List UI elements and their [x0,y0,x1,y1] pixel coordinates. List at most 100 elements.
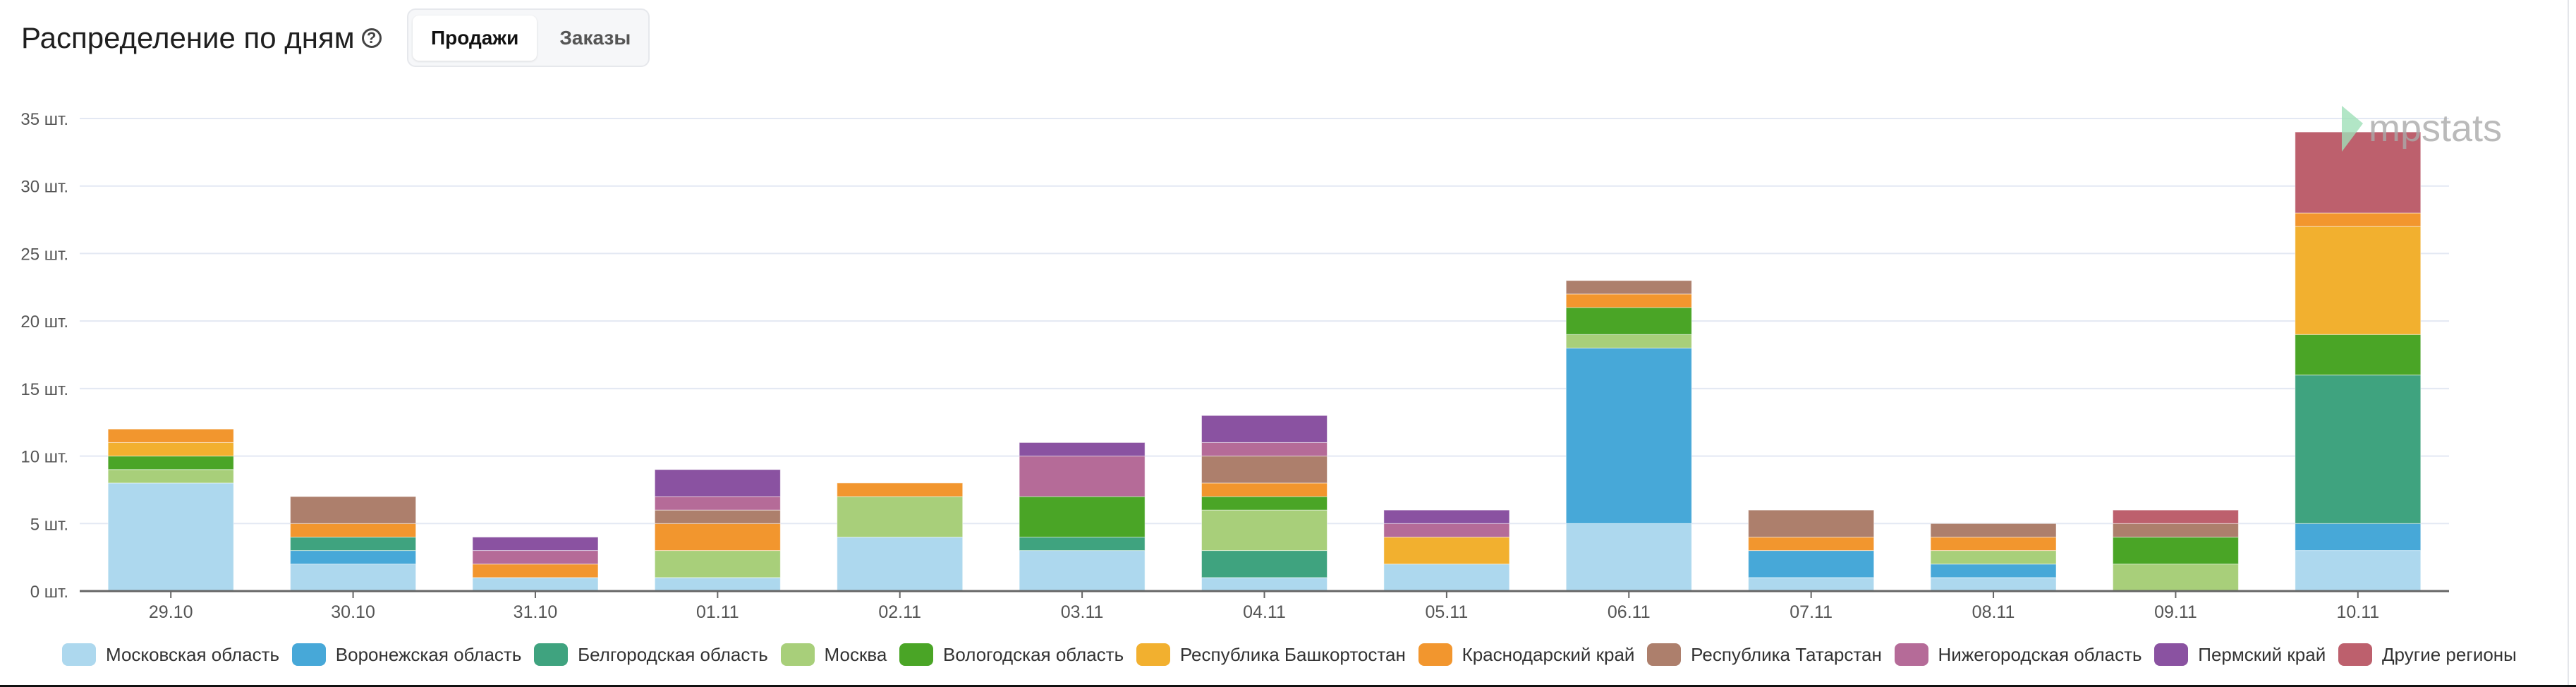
y-tick-label: 5 шт. [30,515,68,534]
bar-segment [1019,496,1146,537]
bar-segment [107,456,234,470]
bar-segment [654,509,781,524]
legend-item[interactable]: Белгородская область [534,643,768,666]
bar-segment [1201,456,1328,484]
legend-item[interactable]: Москва [780,643,887,666]
x-tick-label: 29.10 [149,602,193,622]
bar-segment [1930,536,2057,552]
bar-segment [1565,334,1692,348]
bar-segment [1565,347,1692,524]
bar-segment [1383,509,1510,524]
bar-segment [2112,523,2239,537]
legend-label: Нижегородская область [1938,643,2142,665]
bar-segment [2295,550,2422,592]
legend-label: Московская область [106,643,280,665]
y-tick-label: 25 шт. [20,245,68,264]
bar-segment [1930,550,2057,565]
legend-swatch [534,643,569,666]
bar-segment [2295,131,2422,214]
legend-item[interactable]: Нижегородская область [1894,643,2142,666]
bar-segment [472,550,599,565]
bar-segment [1201,415,1328,443]
bar-segment [837,482,964,497]
bar-segment [107,442,234,457]
divider [0,685,2576,687]
bar-segment [2295,375,2422,524]
bar-segment [472,536,599,552]
bar-segment [1201,550,1328,578]
legend-item[interactable]: Краснодарский край [1418,643,1635,666]
legend-label: Воронежская область [335,643,522,665]
bar-segment [290,564,417,592]
tab-sales[interactable]: Продажи [413,15,537,61]
legend: Московская область Воронежская область Бел… [62,643,2517,666]
bar-segment [1748,550,1875,578]
watermark-text: mpstats [2369,107,2502,150]
legend-item[interactable]: Республика Башкортостан [1136,643,1406,666]
x-tick-label: 03.11 [1061,602,1104,622]
question-circle-icon[interactable]: ? [361,28,382,48]
legend-label: Вологодская область [943,643,1124,665]
legend-swatch [1136,643,1170,666]
legend-label: Другие регионы [2381,643,2517,665]
page-title: Распределение по дням [21,21,355,54]
y-tick-label: 20 шт. [20,312,68,332]
legend-item[interactable]: Другие регионы [2338,643,2517,666]
x-tick-label: 04.11 [1243,602,1286,622]
legend-label: Республика Башкортостан [1179,643,1406,665]
bar-segment [1019,442,1146,457]
bar-segment [290,523,417,537]
x-tick-label: 31.10 [514,602,558,622]
bar-segment [1930,523,2057,537]
legend-swatch [62,643,96,666]
x-tick-label: 01.11 [696,602,739,622]
bar-segment [107,428,234,443]
bar-segment [837,496,964,537]
bar-segment [2295,226,2422,335]
bar-segment [1201,482,1328,497]
legend-item[interactable]: Воронежская область [291,643,522,666]
bar-segment [107,469,234,484]
bar-segment [107,482,234,592]
bar-segment [2112,564,2239,592]
bar-segment [1383,536,1510,565]
y-tick-label: 10 шт. [20,448,68,467]
bar-segment [654,469,781,497]
bar-segment [2112,509,2239,524]
legend-swatch [899,643,934,666]
legend-item[interactable]: Московская область [62,643,279,666]
x-tick-label: 08.11 [1972,602,2015,622]
bar-segment [290,550,417,565]
y-tick-label: 0 шт. [30,583,68,602]
chart-header: Распределение по дням ? [21,21,382,55]
bar-segment [2295,334,2422,376]
x-tick-label: 09.11 [2154,602,2197,622]
tab-orders[interactable]: Заказы [559,26,631,49]
bar-segment [1930,564,2057,578]
bar-segment [1748,577,1875,592]
legend-label: Краснодарский край [1462,643,1635,665]
card-border [2568,0,2569,687]
bar-segment [2295,212,2422,227]
legend-item[interactable]: Пермский край [2154,643,2326,666]
x-tick-label: 05.11 [1426,602,1469,622]
bar-segment [1748,536,1875,552]
legend-item[interactable]: Республика Татарстан [1647,643,1882,666]
legend-swatch [1894,643,1928,666]
bar-segment [1565,307,1692,335]
legend-label: Белгородская область [578,643,768,665]
bar-segment [1565,293,1692,308]
bar-segment [2112,536,2239,565]
legend-swatch [2338,643,2372,666]
legend-item[interactable]: Вологодская область [899,643,1124,666]
legend-swatch [1647,643,1682,666]
bar-segment [1201,442,1328,457]
bar-segment [1201,509,1328,552]
legend-swatch [780,643,815,666]
y-tick-label: 35 шт. [20,110,68,129]
bar-segment [1565,280,1692,295]
legend-swatch [291,643,326,666]
bar-segment [654,496,781,511]
bar-segment [1383,564,1510,592]
bar-segment [472,577,599,592]
